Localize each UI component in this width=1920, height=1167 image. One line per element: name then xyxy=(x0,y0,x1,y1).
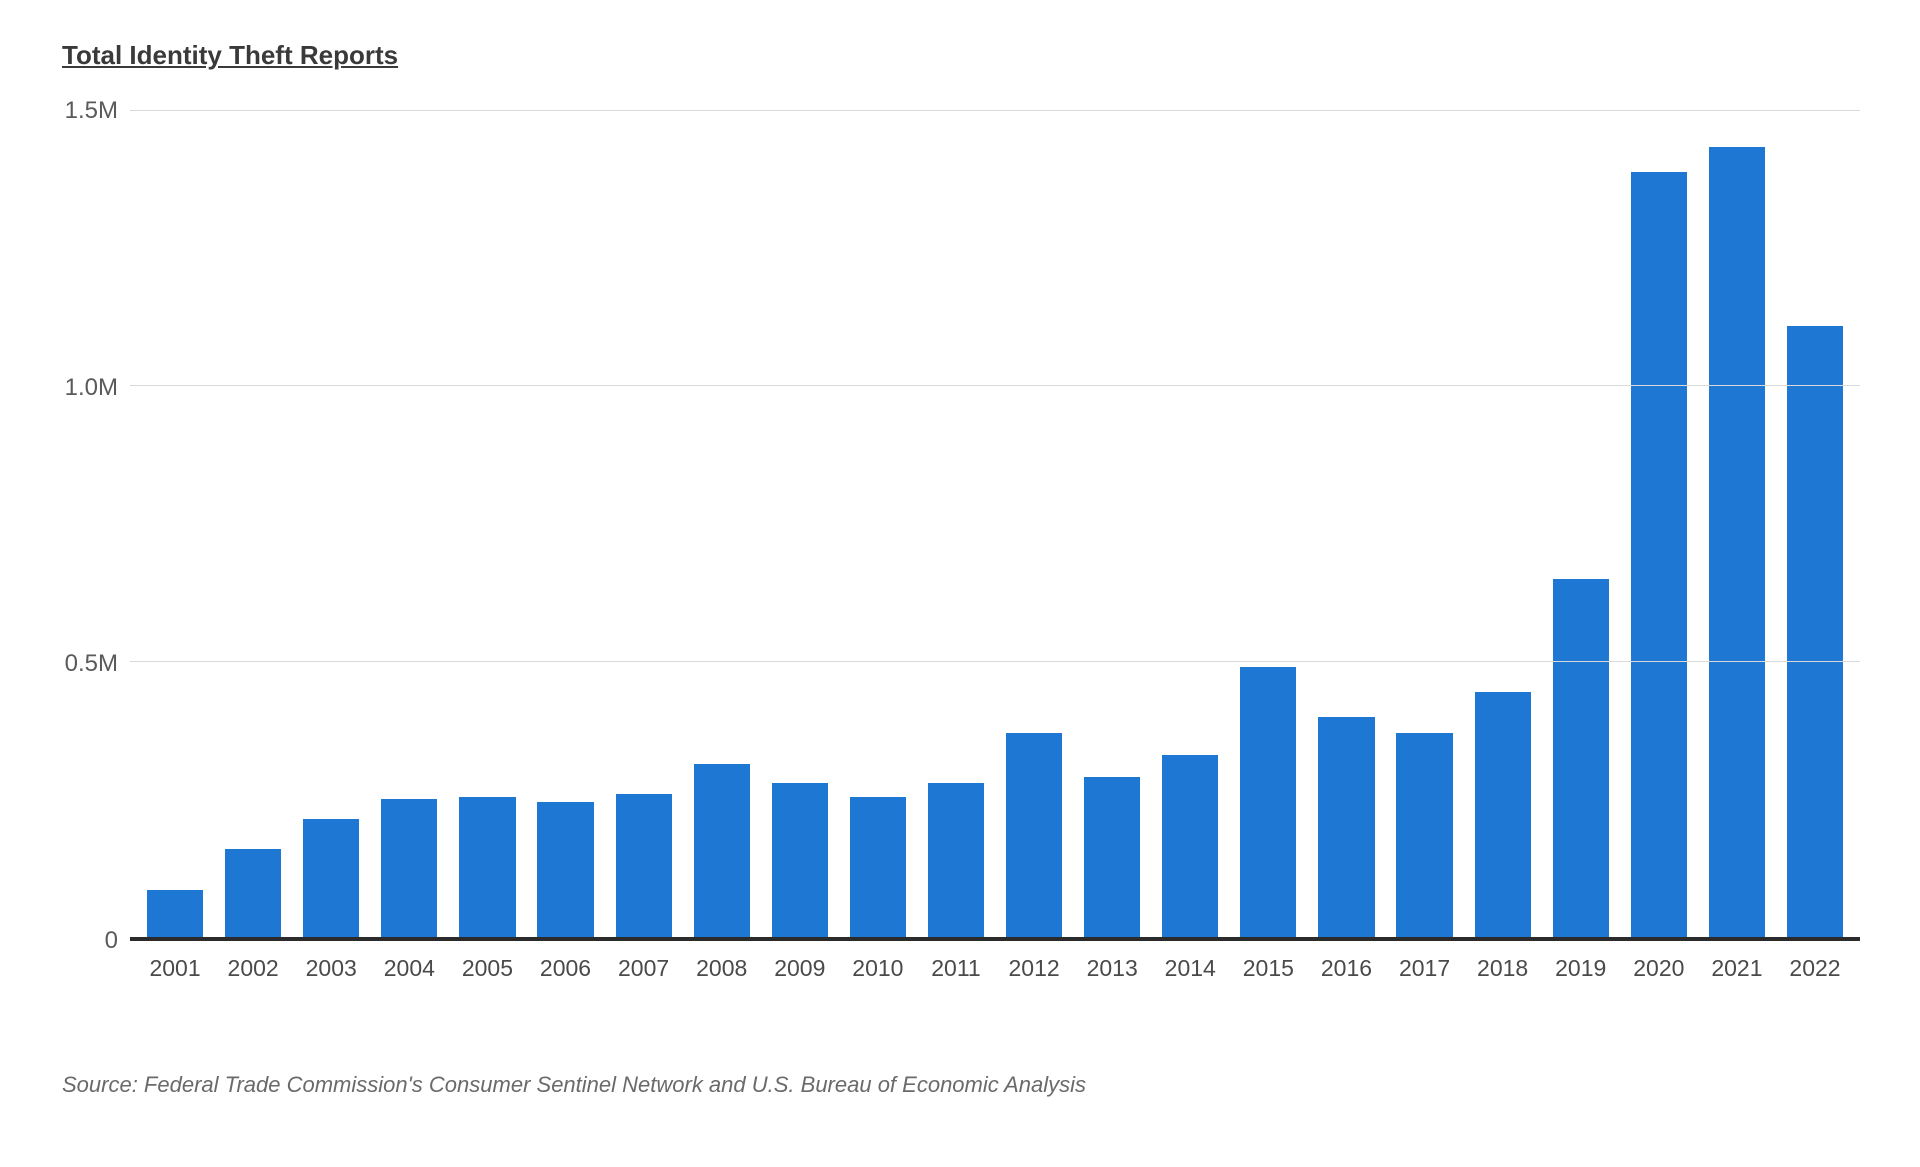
bar xyxy=(1318,717,1374,937)
y-axis: 00.5M1.0M1.5M xyxy=(40,111,130,941)
bar xyxy=(1475,692,1531,937)
bar xyxy=(1162,755,1218,937)
bar-slot xyxy=(761,111,839,937)
bar xyxy=(850,797,906,937)
x-tick-label: 2013 xyxy=(1073,955,1151,982)
bar-slot xyxy=(1542,111,1620,937)
bar-slot xyxy=(1151,111,1229,937)
bar-slot xyxy=(995,111,1073,937)
x-axis: 2001200220032004200520062007200820092010… xyxy=(130,941,1860,982)
x-tick-label: 2015 xyxy=(1229,955,1307,982)
bar-slot xyxy=(448,111,526,937)
bar xyxy=(459,797,515,937)
bar-slot xyxy=(1620,111,1698,937)
bar-slot xyxy=(1698,111,1776,937)
bar xyxy=(928,783,984,937)
bar-slot xyxy=(526,111,604,937)
bar-slot xyxy=(136,111,214,937)
x-tick-label: 2011 xyxy=(917,955,995,982)
y-tick-label: 0 xyxy=(105,927,118,955)
source-attribution: Source: Federal Trade Commission's Consu… xyxy=(62,1072,1860,1098)
x-tick-label: 2010 xyxy=(839,955,917,982)
bar xyxy=(1709,147,1765,937)
x-tick-label: 2006 xyxy=(526,955,604,982)
y-tick-label: 1.5M xyxy=(65,97,118,125)
bar-slot xyxy=(1776,111,1854,937)
x-tick-label: 2004 xyxy=(370,955,448,982)
bar xyxy=(772,783,828,937)
bar-slot xyxy=(1229,111,1307,937)
bar xyxy=(1084,777,1140,937)
x-tick-label: 2007 xyxy=(605,955,683,982)
plot-row: 00.5M1.0M1.5M xyxy=(40,111,1860,941)
x-tick-label: 2022 xyxy=(1776,955,1854,982)
x-tick-label: 2005 xyxy=(448,955,526,982)
bar xyxy=(303,819,359,937)
bar-slot xyxy=(605,111,683,937)
x-tick-label: 2016 xyxy=(1307,955,1385,982)
x-tick-label: 2009 xyxy=(761,955,839,982)
bars-group xyxy=(130,111,1860,937)
bar xyxy=(694,764,750,937)
bar-slot xyxy=(292,111,370,937)
bar xyxy=(1553,579,1609,937)
bar-slot xyxy=(1386,111,1464,937)
bar xyxy=(1240,667,1296,937)
gridline xyxy=(130,385,1860,386)
bar xyxy=(381,799,437,937)
x-tick-label: 2003 xyxy=(292,955,370,982)
bar xyxy=(1787,326,1843,937)
bar-slot xyxy=(1073,111,1151,937)
bar xyxy=(1396,733,1452,937)
bar xyxy=(147,890,203,937)
bar-slot xyxy=(1464,111,1542,937)
bar-slot xyxy=(214,111,292,937)
bar xyxy=(616,794,672,937)
y-tick-label: 0.5M xyxy=(65,650,118,678)
bar-slot xyxy=(370,111,448,937)
bar-slot xyxy=(917,111,995,937)
x-tick-label: 2020 xyxy=(1620,955,1698,982)
gridline xyxy=(130,110,1860,111)
x-tick-label: 2001 xyxy=(136,955,214,982)
chart-container: Total Identity Theft Reports 0 0.5M 1.0M 1.… xyxy=(0,0,1920,1167)
x-tick-label: 2014 xyxy=(1151,955,1229,982)
x-tick-label: 2017 xyxy=(1386,955,1464,982)
bar xyxy=(225,849,281,937)
bar xyxy=(537,802,593,937)
x-tick-label: 2008 xyxy=(683,955,761,982)
bar-slot xyxy=(839,111,917,937)
x-tick-label: 2018 xyxy=(1464,955,1542,982)
x-tick-label: 2012 xyxy=(995,955,1073,982)
chart-zone: 00.5M1.0M1.5M 20012002200320042005200620… xyxy=(40,111,1860,982)
x-tick-label: 2002 xyxy=(214,955,292,982)
chart-title: Total Identity Theft Reports xyxy=(62,40,1860,71)
y-tick-label: 1.0M xyxy=(65,374,118,402)
bar-slot xyxy=(1307,111,1385,937)
x-tick-label: 2019 xyxy=(1542,955,1620,982)
x-tick-label: 2021 xyxy=(1698,955,1776,982)
bar-slot xyxy=(683,111,761,937)
plot-area xyxy=(130,111,1860,941)
bar xyxy=(1006,733,1062,937)
gridline xyxy=(130,661,1860,662)
bar xyxy=(1631,172,1687,937)
